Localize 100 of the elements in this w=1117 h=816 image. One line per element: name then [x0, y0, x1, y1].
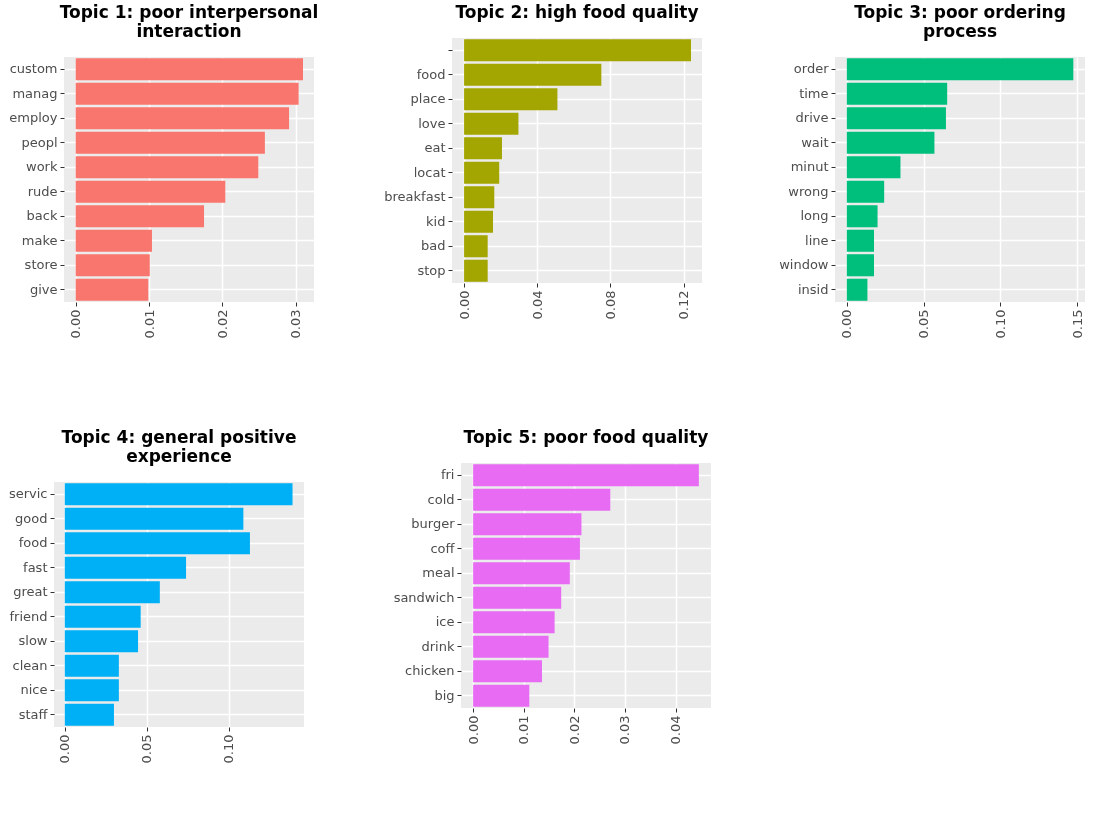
bar — [473, 562, 570, 585]
bar — [473, 660, 542, 683]
y-tick-label: place — [410, 91, 446, 107]
y-tick-label: rude — [27, 183, 58, 199]
y-tick-label: coff — [430, 540, 456, 556]
bar — [846, 278, 868, 301]
y-tick-label: line — [805, 232, 829, 248]
x-tick-label: 0.04 — [668, 715, 684, 745]
y-tick-label: peopl — [21, 134, 58, 150]
y-tick-label: meal — [422, 565, 455, 581]
bar — [473, 635, 549, 658]
y-tick-label: bad — [421, 238, 446, 254]
bar — [846, 229, 875, 252]
x-tick-label: 0.02 — [566, 715, 582, 745]
y-tick-label: employ — [9, 110, 58, 126]
y-tick-label: wrong — [788, 183, 829, 199]
bar — [473, 586, 562, 609]
x-tick-label: 0.10 — [992, 309, 1008, 339]
bar — [64, 507, 244, 530]
y-tick-label: clean — [12, 657, 48, 673]
y-tick-label: custom — [9, 61, 58, 77]
bar — [464, 88, 558, 111]
bar — [473, 537, 580, 560]
bar — [64, 630, 139, 653]
y-tick-label: fast — [23, 559, 48, 575]
bar — [464, 112, 519, 135]
y-tick-label: ice — [435, 614, 455, 630]
bar — [464, 39, 692, 62]
bar — [846, 58, 1074, 81]
y-tick-label: window — [779, 257, 829, 273]
bar — [473, 464, 699, 487]
bar — [846, 254, 875, 277]
chart-title: Topic 5: poor food quality — [463, 427, 709, 447]
bar — [473, 684, 530, 707]
y-tick-label: food — [416, 66, 446, 82]
y-tick-label: store — [24, 257, 58, 273]
bar — [64, 679, 119, 702]
bar — [64, 605, 141, 628]
x-tick-label: 0.05 — [916, 309, 932, 339]
y-tick-label: friend — [9, 608, 48, 624]
y-tick-label: servic — [8, 486, 48, 502]
bar — [846, 82, 948, 105]
x-tick-label: 0.03 — [288, 309, 304, 339]
y-tick-label: fri — [440, 467, 455, 483]
x-tick-label: 0.05 — [139, 734, 155, 764]
chart-title: Topic 3: poor ordering process — [854, 2, 1066, 41]
bar — [464, 210, 493, 233]
chart-title: Topic 1: poor interpersonal interaction — [59, 2, 319, 41]
bar — [473, 611, 555, 634]
y-tick-label: order — [793, 61, 830, 77]
bar — [64, 556, 187, 579]
x-tick-label: 0.10 — [221, 734, 237, 764]
bar — [473, 488, 611, 511]
y-tick-label: kid — [426, 213, 446, 229]
x-tick-label: 0.01 — [141, 309, 157, 339]
y-tick-label: insid — [798, 281, 829, 297]
bar — [464, 137, 502, 160]
chart-title: Topic 2: high food quality — [455, 2, 699, 22]
bar — [75, 229, 152, 252]
x-tick-label: 0.00 — [57, 734, 73, 764]
bar — [75, 107, 290, 130]
bar — [464, 235, 488, 258]
bar — [64, 581, 160, 604]
chart-title: Topic 4: general positive experience — [61, 427, 297, 466]
bar — [846, 107, 946, 130]
bar — [64, 703, 114, 726]
y-tick-label: manag — [12, 85, 58, 101]
y-tick-label: minut — [790, 159, 829, 175]
y-tick-label: stop — [417, 262, 446, 278]
bar — [75, 131, 265, 154]
y-tick-label: chicken — [405, 663, 455, 679]
bar — [464, 63, 602, 86]
y-tick-label: wait — [801, 134, 829, 150]
bar — [75, 180, 226, 203]
y-tick-label: staff — [18, 706, 49, 722]
bar — [846, 131, 935, 154]
x-tick-label: 0.15 — [1069, 309, 1085, 339]
x-tick-label: 0.00 — [839, 309, 855, 339]
bar — [846, 205, 878, 228]
y-tick-label: love — [418, 115, 446, 131]
bar — [75, 82, 299, 105]
y-tick-label: work — [26, 159, 58, 175]
bar — [75, 205, 205, 228]
y-tick-label: give — [29, 281, 58, 297]
y-tick-label: good — [15, 510, 48, 526]
y-tick-label: great — [13, 584, 48, 600]
bar — [75, 254, 150, 277]
y-tick-label: locat — [413, 164, 446, 180]
y-tick-label: make — [21, 232, 58, 248]
x-tick-label: 0.00 — [68, 309, 84, 339]
bar — [464, 259, 488, 282]
x-tick-label: 0.01 — [516, 715, 532, 745]
x-tick-label: 0.03 — [617, 715, 633, 745]
bar — [464, 186, 495, 209]
bar — [846, 180, 885, 203]
y-tick-label: slow — [18, 633, 48, 649]
y-tick-label: drink — [421, 638, 455, 654]
x-tick-label: 0.12 — [676, 290, 692, 320]
x-tick-label: 0.00 — [456, 290, 472, 320]
y-tick-label: food — [18, 535, 48, 551]
